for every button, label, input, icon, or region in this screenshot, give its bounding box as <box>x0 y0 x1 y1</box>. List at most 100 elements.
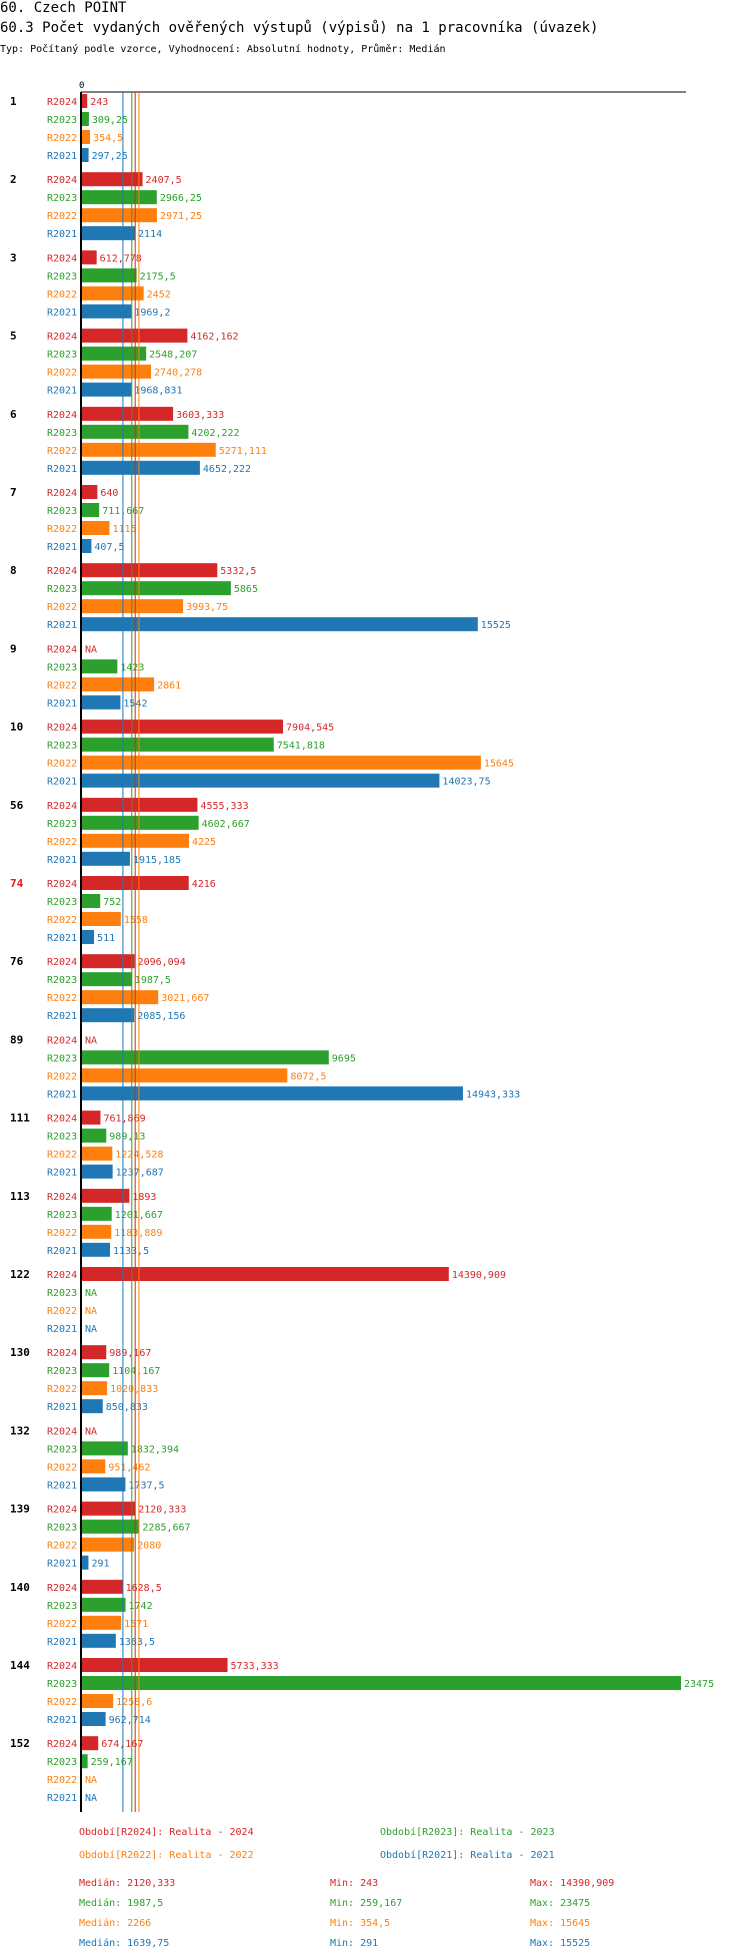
series-label-R2021: R2021 <box>47 1715 77 1726</box>
group-label-7: 7 <box>10 486 17 499</box>
data-label-130-R2021: 850,833 <box>106 1402 148 1413</box>
series-label-R2024: R2024 <box>47 801 77 812</box>
bar-9-R2021 <box>81 695 121 710</box>
bar-144-R2022 <box>81 1694 114 1708</box>
series-label-R2024: R2024 <box>47 957 77 968</box>
series-label-R2023: R2023 <box>47 975 77 986</box>
series-label-R2024: R2024 <box>47 1426 77 1437</box>
series-label-R2022: R2022 <box>47 1619 77 1630</box>
chart-subtitle: 60.3 Počet vydaných ověřených výstupů (v… <box>0 20 599 36</box>
x-axis-zero-label: 0 <box>79 81 84 91</box>
data-label-5-R2022: 2740,278 <box>154 368 202 379</box>
series-label-R2022: R2022 <box>47 1071 77 1082</box>
bar-56-R2021 <box>81 851 130 866</box>
group-label-152: 152 <box>10 1737 30 1750</box>
series-label-R2024: R2024 <box>47 1114 77 1125</box>
data-label-56-R2022: 4225 <box>192 837 216 848</box>
series-label-R2023: R2023 <box>47 115 77 126</box>
data-label-3-R2024: 612,778 <box>100 253 142 264</box>
data-label-2-R2021: 2114 <box>138 229 162 240</box>
bar-8-R2024 <box>81 563 218 578</box>
series-label-R2021: R2021 <box>47 307 77 318</box>
data-label-76-R2022: 3021,667 <box>161 993 209 1004</box>
series-label-R2023: R2023 <box>47 819 77 830</box>
bar-130-R2022 <box>81 1381 108 1396</box>
bar-3-R2022 <box>81 286 144 301</box>
data-label-6-R2024: 3603,333 <box>176 410 224 421</box>
series-label-R2021: R2021 <box>47 1793 77 1804</box>
series-label-R2021: R2021 <box>47 698 77 709</box>
group-label-5: 5 <box>10 330 17 343</box>
bar-3-R2023 <box>81 268 137 283</box>
group-label-3: 3 <box>10 251 17 264</box>
bar-10-R2023 <box>81 737 274 752</box>
bar-122-R2024 <box>81 1267 449 1281</box>
bar-139-R2022 <box>81 1537 135 1552</box>
series-label-R2024: R2024 <box>47 1192 77 1203</box>
data-label-3-R2023: 2175,5 <box>140 271 176 282</box>
series-label-R2024: R2024 <box>47 488 77 499</box>
group-label-130: 130 <box>10 1346 30 1359</box>
data-label-122-R2023: NA <box>85 1288 97 1299</box>
series-label-R2023: R2023 <box>47 1132 77 1143</box>
bar-139-R2024 <box>81 1501 136 1516</box>
data-label-8-R2024: 5332,5 <box>220 566 256 577</box>
data-label-56-R2021: 1915,185 <box>133 855 181 866</box>
bar-76-R2022 <box>81 990 159 1005</box>
series-label-R2024: R2024 <box>47 1661 77 1672</box>
series-label-R2021: R2021 <box>47 1559 77 1570</box>
bar-140-R2022 <box>81 1615 122 1630</box>
stat-max-R2021: Max: 15525 <box>530 1938 590 1949</box>
data-label-89-R2023: 9695 <box>332 1053 356 1064</box>
data-label-140-R2021: 1363,5 <box>119 1637 155 1648</box>
data-label-113-R2022: 1183,889 <box>114 1228 162 1239</box>
group-label-89: 89 <box>10 1033 23 1046</box>
series-label-R2022: R2022 <box>47 680 77 691</box>
group-label-9: 9 <box>10 642 17 655</box>
bar-111-R2021 <box>81 1164 113 1179</box>
group-label-132: 132 <box>10 1424 30 1437</box>
data-label-132-R2024: NA <box>85 1426 97 1437</box>
bar-7-R2022 <box>81 521 110 535</box>
data-label-6-R2023: 4202,222 <box>191 428 239 439</box>
data-label-144-R2023: 23475 <box>684 1679 714 1690</box>
bar-10-R2024 <box>81 719 284 734</box>
stat-min-R2022: Min: 354,5 <box>330 1918 390 1929</box>
bar-130-R2023 <box>81 1363 110 1378</box>
data-label-139-R2023: 2285,667 <box>142 1523 190 1534</box>
stat-min-R2024: Min: 243 <box>330 1878 378 1889</box>
data-label-6-R2022: 5271,111 <box>219 446 267 457</box>
bar-140-R2021 <box>81 1633 116 1648</box>
data-label-74-R2022: 1558 <box>124 915 148 926</box>
bar-139-R2021 <box>81 1555 89 1570</box>
bar-111-R2023 <box>81 1128 107 1143</box>
series-label-R2023: R2023 <box>47 1366 77 1377</box>
series-label-R2022: R2022 <box>47 446 77 457</box>
bar-139-R2023 <box>81 1519 140 1534</box>
series-label-R2021: R2021 <box>47 777 77 788</box>
data-label-10-R2021: 14023,75 <box>442 777 490 788</box>
bar-5-R2021 <box>81 382 132 397</box>
series-label-R2022: R2022 <box>47 759 77 770</box>
series-label-R2024: R2024 <box>47 1505 77 1516</box>
data-label-132-R2022: 951,462 <box>108 1462 150 1473</box>
group-label-76: 76 <box>10 955 24 968</box>
page-title: 60. Czech POINT <box>0 0 127 16</box>
bar-5-R2022 <box>81 364 152 379</box>
data-label-113-R2024: 1893 <box>132 1192 156 1203</box>
stat-min-R2023: Min: 259,167 <box>330 1898 402 1909</box>
bar-74-R2021 <box>81 930 95 944</box>
series-label-R2023: R2023 <box>47 662 77 673</box>
bar-132-R2022 <box>81 1459 106 1474</box>
bar-132-R2021 <box>81 1477 126 1492</box>
bar-130-R2024 <box>81 1345 107 1360</box>
data-label-140-R2022: 1571 <box>124 1619 148 1630</box>
series-label-R2024: R2024 <box>47 1035 77 1046</box>
data-label-76-R2023: 1987,5 <box>135 975 171 986</box>
data-label-8-R2021: 15525 <box>481 620 511 631</box>
bar-6-R2022 <box>81 442 216 457</box>
series-label-R2023: R2023 <box>47 271 77 282</box>
series-label-R2021: R2021 <box>47 1089 77 1100</box>
group-label-140: 140 <box>10 1581 30 1594</box>
bar-7-R2023 <box>81 503 100 517</box>
